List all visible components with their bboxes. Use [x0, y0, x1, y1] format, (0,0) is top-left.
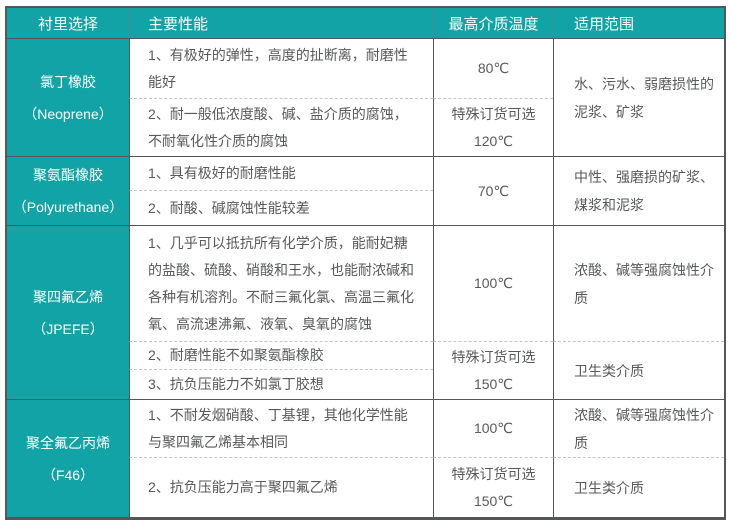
- temperature-cell: 70℃: [433, 157, 553, 225]
- temperature-cell: 特殊订货可选 150℃: [433, 341, 553, 399]
- application-cell: 浓酸、碱等强腐蚀性介质: [553, 226, 724, 341]
- performance-item: 2、耐磨性能不如聚氨酯橡胶: [129, 341, 433, 369]
- performance-item: 1、不耐发烟硝酸、丁基锂，其他化学性能与聚四氟乙烯基本相同: [129, 400, 433, 457]
- material-cell: 聚四氟乙烯 （JPEFE）: [7, 226, 129, 399]
- section-neoprene: 氯丁橡胶 （Neoprene） 1、有极好的弹性，高度的扯断离，耐磨性能好 2、…: [7, 38, 724, 156]
- section-ptfe: 聚四氟乙烯 （JPEFE） 1、几乎可以抵抗所有化学介质，能耐妃糖的盐酸、硫酸、…: [7, 225, 724, 399]
- temperature-cell: 特殊订货可选 150℃: [433, 457, 553, 517]
- performance-item: 1、几乎可以抵抗所有化学介质，能耐妃糖的盐酸、硫酸、硝酸和王水，也能耐浓碱和各种…: [129, 226, 433, 341]
- performance-item: 2、耐一般低浓度酸、碱、盐介质的腐蚀，不耐氧化性介质的腐蚀: [129, 98, 433, 156]
- performance-item: 1、有极好的弹性，高度的扯断离，耐磨性能好: [129, 39, 433, 98]
- table-header-row: 衬里选择 主要性能 最高介质温度 适用范围: [7, 8, 724, 38]
- material-name: 聚氨酯橡胶: [33, 167, 103, 183]
- header-application: 适用范围: [553, 8, 724, 38]
- performance-item: 3、抗负压能力不如氯丁胶想: [129, 369, 433, 399]
- application-cell: 卫生类介质: [553, 341, 724, 399]
- material-alias: （JPEFE）: [32, 320, 104, 337]
- performance-item: 2、耐酸、碱腐蚀性能较差: [129, 190, 433, 225]
- lining-selection-table: 衬里选择 主要性能 最高介质温度 适用范围 氯丁橡胶 （Neoprene） 1、…: [5, 6, 726, 520]
- material-cell: 聚全氟乙丙烯 （F46）: [7, 400, 129, 517]
- section-polyurethane: 聚氨酯橡胶 （Polyurethane） 1、具有极好的耐磨性能 2、耐酸、碱腐…: [7, 156, 724, 225]
- material-alias: （Neoprene）: [23, 105, 113, 122]
- temperature-cell: 特殊订货可选 120℃: [433, 98, 553, 156]
- application-cell: 卫生类介质: [553, 457, 724, 517]
- material-name: 聚四氟乙烯: [33, 288, 103, 305]
- material-alias: （F46）: [41, 466, 95, 483]
- material-cell: 氯丁橡胶 （Neoprene）: [7, 39, 129, 156]
- header-performance: 主要性能: [129, 8, 433, 38]
- material-name: 氯丁橡胶: [40, 73, 96, 90]
- application-cell: 浓酸、碱等强腐蚀性介质: [553, 400, 724, 457]
- temperature-cell: 80℃: [433, 39, 553, 98]
- header-max-temp: 最高介质温度: [433, 8, 553, 38]
- material-name: 聚全氟乙丙烯: [26, 434, 110, 451]
- temperature-cell: 100℃: [433, 226, 553, 341]
- performance-item: 1、具有极好的耐磨性能: [129, 157, 433, 190]
- material-cell: 聚氨酯橡胶 （Polyurethane）: [7, 157, 129, 225]
- performance-item: 2、抗负压能力高于聚四氟乙烯: [129, 457, 433, 517]
- header-lining: 衬里选择: [37, 15, 98, 33]
- section-f46: 聚全氟乙丙烯 （F46） 1、不耐发烟硝酸、丁基锂，其他化学性能与聚四氟乙烯基本…: [7, 399, 724, 517]
- application-cell: 中性、强磨损的矿浆、煤浆和泥浆: [553, 157, 724, 225]
- temperature-cell: 100℃: [433, 400, 553, 457]
- application-cell: 水、污水、弱磨损性的泥浆、矿浆: [553, 39, 724, 156]
- material-alias: （Polyurethane）: [12, 199, 124, 215]
